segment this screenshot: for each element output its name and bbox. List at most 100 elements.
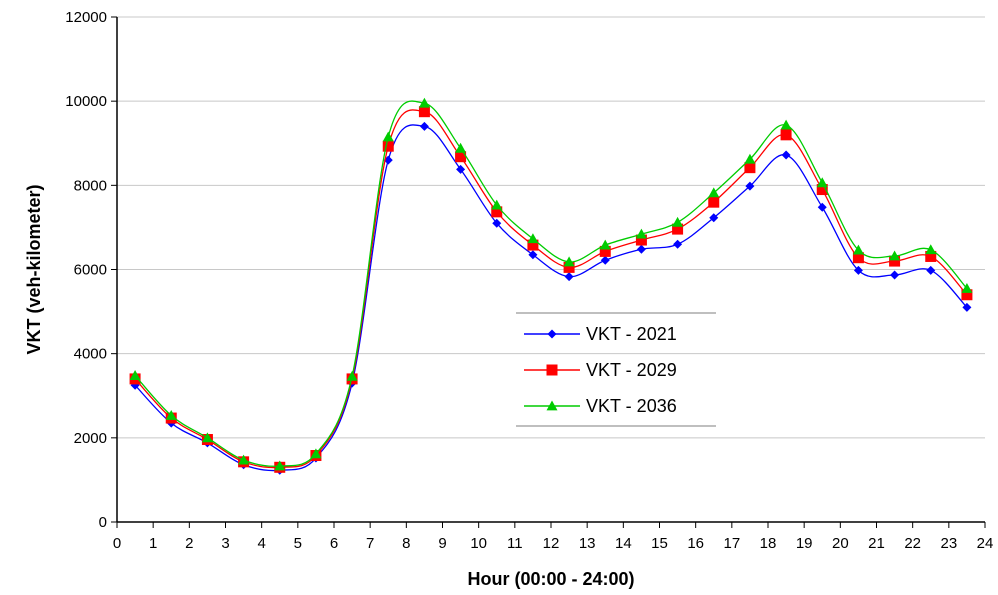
y-tick-label: 4000 [74, 346, 107, 363]
data-point [636, 244, 646, 254]
data-point [744, 153, 756, 164]
x-tick-label: 4 [257, 535, 265, 552]
data-point [852, 244, 864, 255]
data-point [346, 370, 358, 381]
data-point [491, 199, 503, 210]
data-point [563, 256, 575, 267]
data-point [708, 196, 720, 208]
x-tick-label: 21 [868, 535, 885, 552]
data-point [961, 282, 973, 293]
data-point [744, 162, 756, 174]
data-point [382, 140, 394, 152]
data-point [564, 272, 574, 282]
data-point [925, 244, 937, 255]
y-tick-label: 2000 [74, 430, 107, 447]
x-tick-label: 7 [366, 535, 374, 552]
data-point [635, 228, 647, 239]
data-point [418, 97, 430, 108]
data-point [925, 250, 937, 262]
data-point [780, 119, 792, 130]
x-tick-label: 16 [687, 535, 704, 552]
data-point [672, 216, 684, 227]
y-tick-label: 6000 [74, 262, 107, 279]
data-point [635, 234, 647, 246]
data-point [600, 255, 610, 265]
data-point [599, 245, 611, 257]
x-tick-label: 20 [832, 535, 849, 552]
x-tick-label: 0 [113, 535, 121, 552]
data-point [129, 370, 141, 380]
y-tick-label: 12000 [65, 9, 107, 26]
x-tick-label: 3 [221, 535, 229, 552]
data-point [455, 151, 467, 163]
series-layer [129, 97, 973, 475]
data-point [708, 187, 720, 198]
data-point [382, 131, 394, 142]
gridlines [117, 16, 985, 439]
legend-label: VKT - 2036 [586, 396, 677, 416]
x-tick-label: 17 [723, 535, 740, 552]
data-point [418, 106, 430, 118]
data-point [889, 255, 901, 267]
data-point [817, 202, 827, 212]
data-point [527, 233, 539, 244]
x-tick-label: 19 [796, 535, 813, 552]
y-tick-label: 8000 [74, 177, 107, 194]
legend-marker [547, 329, 557, 339]
x-tick-label: 8 [402, 535, 410, 552]
data-point [456, 164, 466, 174]
x-tick-label: 23 [940, 535, 957, 552]
x-tick-label: 14 [615, 535, 632, 552]
data-point [745, 181, 755, 191]
x-tick-label: 22 [904, 535, 921, 552]
data-point [709, 213, 719, 223]
data-point [780, 129, 792, 141]
data-point [672, 223, 684, 235]
x-tick-label: 15 [651, 535, 668, 552]
series-3 [129, 97, 973, 471]
data-point [274, 460, 286, 471]
data-point [781, 150, 791, 160]
data-point [962, 302, 972, 312]
data-point [673, 239, 683, 249]
data-point [599, 239, 611, 250]
y-tick-label: 10000 [65, 93, 107, 110]
data-point [816, 177, 828, 188]
x-tick-label: 5 [294, 535, 302, 552]
legend-label: VKT - 2029 [586, 360, 677, 380]
x-tick-label: 9 [438, 535, 446, 552]
x-tick-label: 18 [760, 535, 777, 552]
x-tick-label: 1 [149, 535, 157, 552]
data-point [238, 454, 250, 465]
x-tick-label: 24 [977, 535, 994, 552]
legend-marker [546, 364, 558, 376]
data-point [527, 239, 539, 251]
data-point [491, 206, 503, 218]
legend-label: VKT - 2021 [586, 324, 677, 344]
data-point [419, 121, 429, 131]
y-tick-label: 0 [99, 514, 107, 531]
legend-item: VKT - 2021 [524, 324, 677, 344]
data-point [816, 184, 828, 196]
legend-item: VKT - 2036 [524, 396, 677, 416]
data-point [310, 448, 322, 459]
x-axis-title: Hour (00:00 - 24:00) [467, 569, 634, 589]
x-tick-label: 2 [185, 535, 193, 552]
y-axis-title: VKT (veh-kilometer) [24, 184, 44, 354]
data-point [201, 432, 213, 443]
data-point [926, 265, 936, 275]
x-tick-label: 10 [470, 535, 487, 552]
data-point [492, 218, 502, 228]
data-point [961, 289, 973, 301]
legend-item: VKT - 2029 [524, 360, 677, 380]
legend: VKT - 2021 VKT - 2029 VKT - 2036 [516, 312, 716, 427]
legend-marker [546, 400, 558, 411]
data-point [852, 252, 864, 264]
data-point [563, 261, 575, 273]
x-tick-label: 13 [579, 535, 596, 552]
data-point [889, 250, 901, 261]
data-point [165, 410, 177, 420]
